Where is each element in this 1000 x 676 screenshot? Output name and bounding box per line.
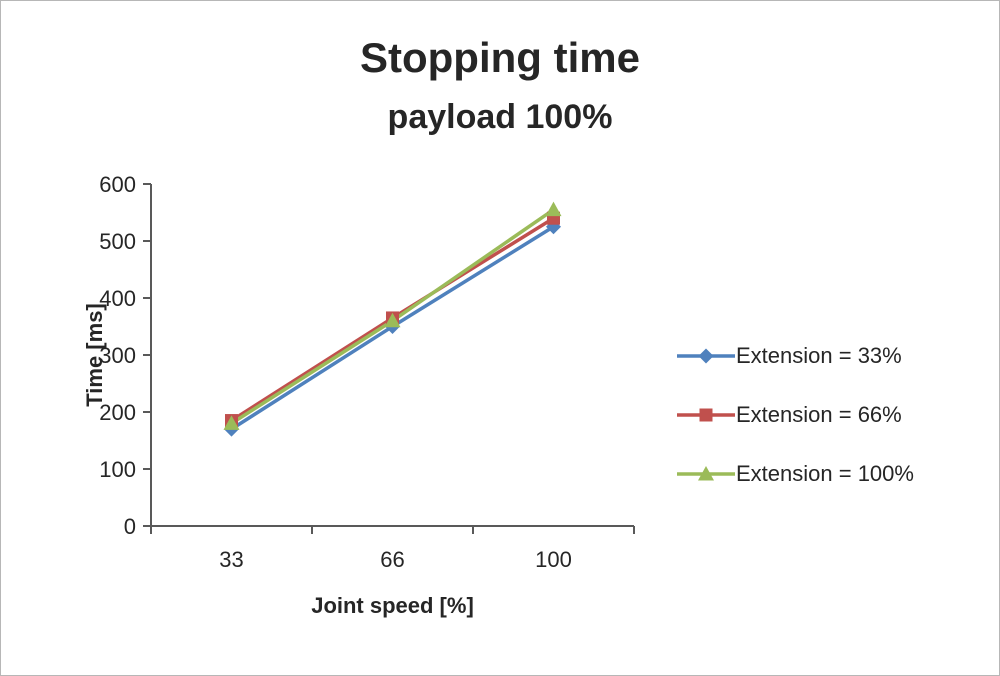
legend-key-diamond [677, 348, 735, 364]
x-tick-label: 33 [219, 547, 243, 572]
square-marker-icon [699, 408, 713, 422]
legend-key-triangle [677, 466, 735, 481]
legend-key-square [677, 408, 735, 422]
legend-item: Extension = 66% [677, 402, 914, 428]
legend-item: Extension = 100% [677, 461, 914, 487]
y-tick-label: 200 [99, 400, 136, 425]
chart-title: Stopping time [360, 34, 640, 81]
diamond-marker-icon [698, 348, 714, 364]
y-tick-label: 500 [99, 229, 136, 254]
legend-label: Extension = 33% [736, 343, 902, 368]
legend-label: Extension = 100% [736, 461, 914, 486]
triangle-marker-icon [223, 415, 240, 430]
y-tick-label: 100 [99, 457, 136, 482]
triangle-marker-icon [545, 201, 562, 217]
triangle-marker-icon [384, 312, 401, 328]
y-tick-label: 0 [124, 514, 136, 539]
triangle-marker-icon [698, 466, 714, 481]
legend-label: Extension = 66% [736, 402, 902, 427]
legend: Extension = 33% Extension = 66% Extension … [677, 343, 914, 487]
y-axis-title: Time [ms] [82, 303, 107, 407]
y-tick-label: 600 [99, 172, 136, 197]
x-tick-label: 100 [535, 547, 572, 572]
legend-item: Extension = 33% [677, 343, 914, 369]
x-tick-label: 66 [380, 547, 404, 572]
chart-subtitle: payload 100% [387, 98, 613, 136]
y-tick-label: 400 [99, 286, 136, 311]
y-tick-label: 300 [99, 343, 136, 368]
x-axis-title: Joint speed [%] [311, 593, 474, 618]
